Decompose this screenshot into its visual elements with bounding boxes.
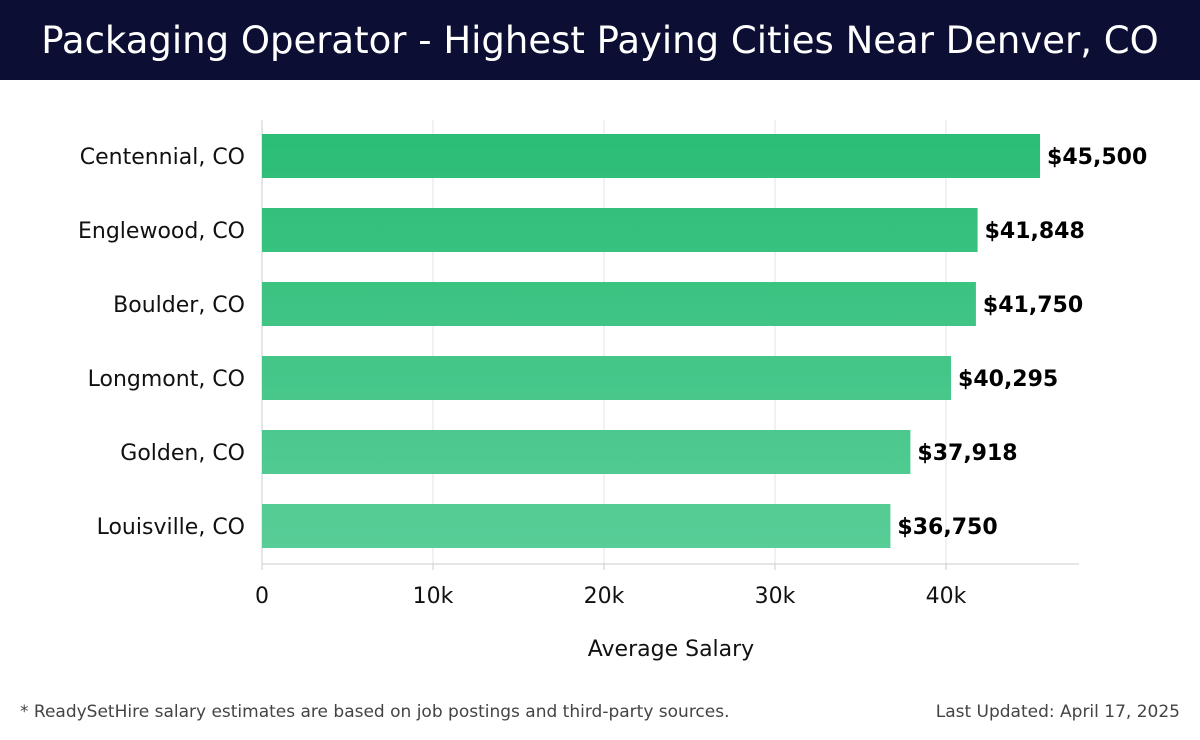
bar: [262, 282, 976, 326]
value-label: $45,500: [1047, 145, 1147, 170]
footer-note: * ReadySetHire salary estimates are base…: [20, 702, 730, 722]
category-label: Boulder, CO: [113, 293, 245, 318]
last-updated: Last Updated: April 17, 2025: [935, 702, 1180, 722]
category-label: Longmont, CO: [88, 367, 245, 392]
chart-title: Packaging Operator - Highest Paying Citi…: [41, 18, 1159, 62]
x-tick-label: 10k: [413, 584, 454, 609]
value-label: $41,750: [983, 293, 1083, 318]
bar: [262, 134, 1041, 178]
bar: [262, 356, 952, 400]
category-label: Louisville, CO: [97, 515, 245, 540]
bar: [262, 208, 978, 252]
bar: [262, 430, 911, 474]
x-tick-label: 30k: [755, 584, 796, 609]
x-tick-label: 40k: [926, 584, 967, 609]
value-label: $36,750: [897, 515, 997, 540]
category-label: Centennial, CO: [80, 145, 245, 170]
x-tick-label: 20k: [584, 584, 625, 609]
x-axis-label: Average Salary: [588, 637, 754, 662]
bar: [262, 504, 891, 548]
value-label: $41,848: [985, 219, 1085, 244]
salary-bar-chart: 0 10k 20k 30k 40k Average Salary Centennial, C…: [78, 120, 1147, 662]
x-tick-label: 0: [255, 584, 269, 609]
value-label: $40,295: [958, 367, 1058, 392]
title-bar: Packaging Operator - Highest Paying Citi…: [0, 0, 1200, 80]
value-label: $37,918: [917, 441, 1017, 466]
category-label: Englewood, CO: [78, 219, 245, 244]
category-label: Golden, CO: [120, 441, 245, 466]
